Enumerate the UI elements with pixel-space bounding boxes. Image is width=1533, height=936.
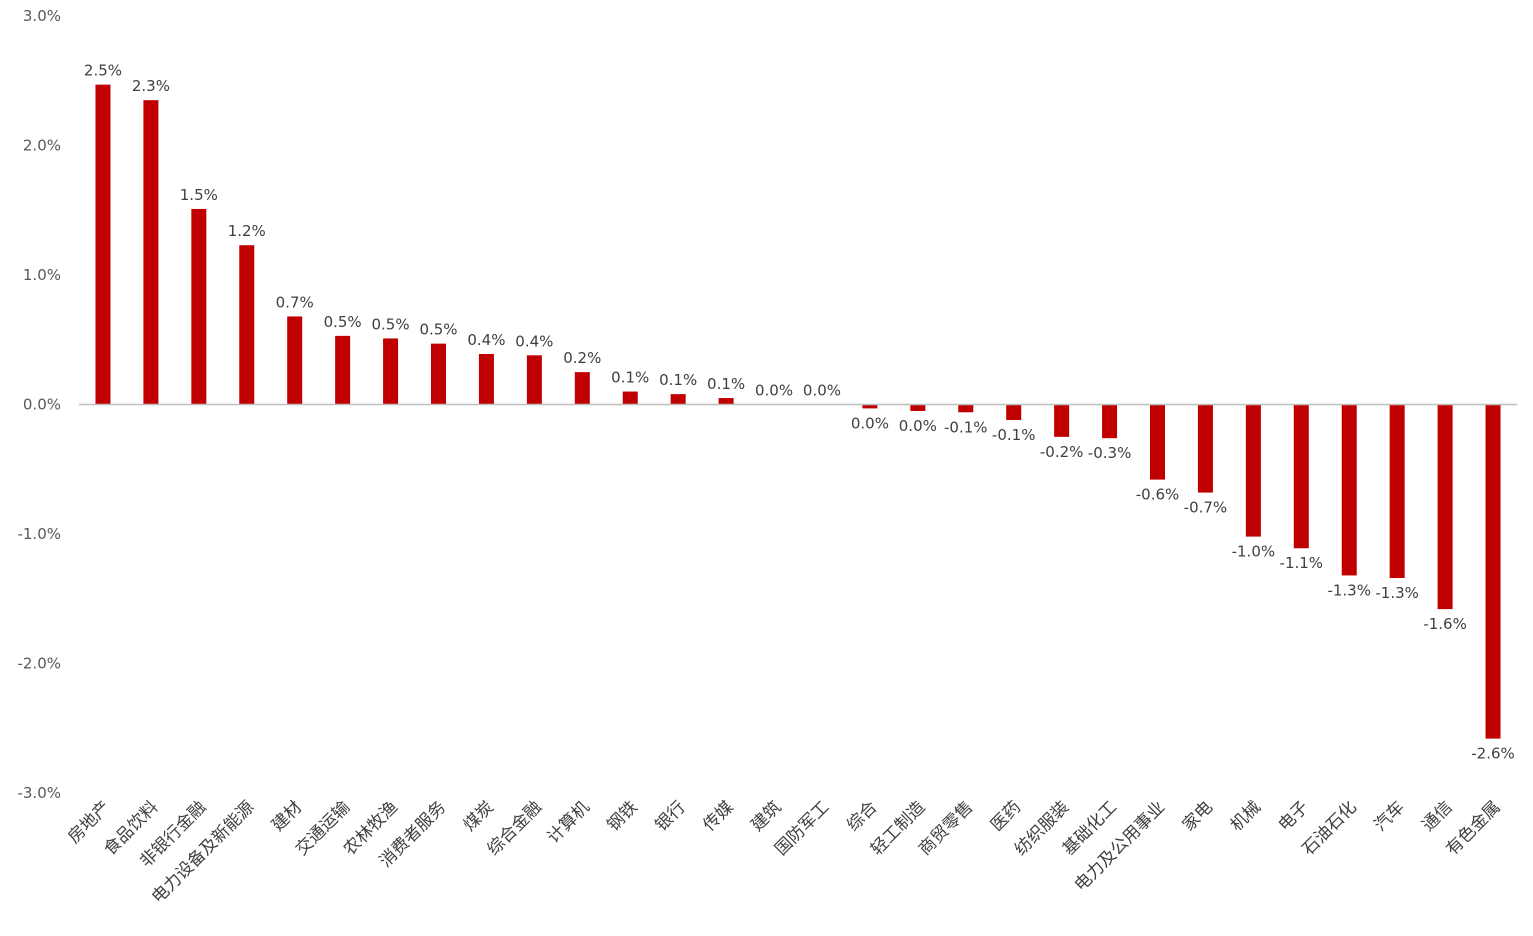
bar xyxy=(1006,404,1022,421)
data-label: 0.0% xyxy=(755,382,793,400)
data-label: 1.2% xyxy=(228,222,266,240)
bar xyxy=(431,343,446,405)
bar xyxy=(1485,404,1501,739)
data-labels: 2.5% 2.3% 1.5% 1.2% 0.7% 0.5% 0.5% 0.5% 0.4% 0.4%… xyxy=(84,62,1515,763)
data-label: -0.3% xyxy=(1088,444,1132,462)
bar xyxy=(526,355,542,405)
data-label: 0.0% xyxy=(899,417,937,435)
data-label: 0.5% xyxy=(324,313,362,331)
y-tick-label: 1.0% xyxy=(23,266,61,284)
category-label: 医药 xyxy=(987,797,1025,835)
data-label: -1.1% xyxy=(1280,554,1324,572)
y-axis: 3.0% 2.0% 1.0% 0.0% -1.0% -2.0% -3.0% xyxy=(17,7,61,802)
data-label: -1.0% xyxy=(1232,543,1276,561)
y-tick-label: 3.0% xyxy=(23,7,61,25)
category-label: 通信 xyxy=(1418,797,1456,835)
bar xyxy=(191,208,207,405)
bar xyxy=(862,404,878,409)
data-label: 2.5% xyxy=(84,62,122,80)
bar xyxy=(958,404,974,413)
y-tick-label: 2.0% xyxy=(23,137,61,155)
category-label: 煤炭 xyxy=(460,797,498,835)
bar xyxy=(239,245,255,405)
category-label: 机械 xyxy=(1227,797,1265,835)
data-label: -0.1% xyxy=(992,426,1036,444)
bar xyxy=(910,404,926,411)
category-label: 电子 xyxy=(1275,797,1313,835)
data-label: -0.7% xyxy=(1184,499,1228,517)
data-label: -1.6% xyxy=(1423,615,1467,633)
category-label: 钢铁 xyxy=(604,797,642,835)
data-label: 0.5% xyxy=(419,321,457,339)
data-label: 0.5% xyxy=(372,315,410,333)
data-label: -1.3% xyxy=(1375,584,1419,602)
data-label: 0.7% xyxy=(276,293,314,311)
bar xyxy=(143,100,159,405)
data-label: 0.4% xyxy=(515,332,553,350)
category-label: 汽车 xyxy=(1371,797,1409,835)
bar xyxy=(1054,404,1070,437)
data-label: -2.6% xyxy=(1471,745,1515,763)
category-label: 银行 xyxy=(652,797,690,835)
bars xyxy=(95,84,1501,739)
category-label: 计算机 xyxy=(544,797,594,847)
bar xyxy=(1293,404,1309,549)
category-label: 建材 xyxy=(268,797,306,835)
bar xyxy=(1341,404,1357,576)
category-label: 传媒 xyxy=(699,797,737,835)
data-label: 0.2% xyxy=(563,349,601,367)
bar xyxy=(1102,404,1118,439)
bar xyxy=(335,335,351,405)
bar xyxy=(622,391,638,405)
bar xyxy=(287,316,303,405)
data-label: 0.1% xyxy=(707,375,745,393)
data-label: -1.3% xyxy=(1327,581,1371,599)
y-tick-label: -1.0% xyxy=(17,525,61,543)
bar xyxy=(1245,404,1261,537)
data-label: 0.0% xyxy=(803,382,841,400)
data-label: 0.4% xyxy=(467,331,505,349)
y-tick-label: -3.0% xyxy=(17,784,61,802)
category-label: 家电 xyxy=(1179,797,1217,835)
y-tick-label: 0.0% xyxy=(23,396,61,414)
y-tick-label: -2.0% xyxy=(17,655,61,673)
bar xyxy=(670,394,686,405)
bar xyxy=(1389,404,1405,579)
bar xyxy=(718,398,734,405)
bar xyxy=(95,84,111,405)
bar xyxy=(1197,404,1213,493)
data-label: 0.1% xyxy=(611,369,649,387)
data-label: 1.5% xyxy=(180,186,218,204)
category-label: 综合 xyxy=(843,797,881,835)
category-label: 建筑 xyxy=(747,797,785,835)
bar xyxy=(574,372,590,405)
bar xyxy=(383,338,399,405)
data-label: 0.1% xyxy=(659,371,697,389)
bar xyxy=(1150,404,1165,480)
data-label: 0.0% xyxy=(851,414,889,432)
bar xyxy=(478,353,494,405)
bar xyxy=(1437,404,1453,610)
data-label: -0.6% xyxy=(1136,486,1180,504)
data-label: 2.3% xyxy=(132,77,170,95)
data-label: -0.1% xyxy=(944,418,988,436)
data-label: -0.2% xyxy=(1040,443,1084,461)
